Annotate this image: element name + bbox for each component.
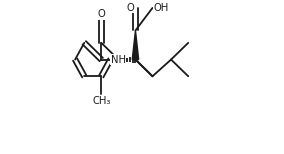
Text: O: O [97,9,105,19]
Text: CH₃: CH₃ [92,96,110,106]
Text: OH: OH [154,3,169,13]
Polygon shape [132,30,139,60]
Text: O: O [127,3,134,13]
Text: NH: NH [111,55,126,65]
